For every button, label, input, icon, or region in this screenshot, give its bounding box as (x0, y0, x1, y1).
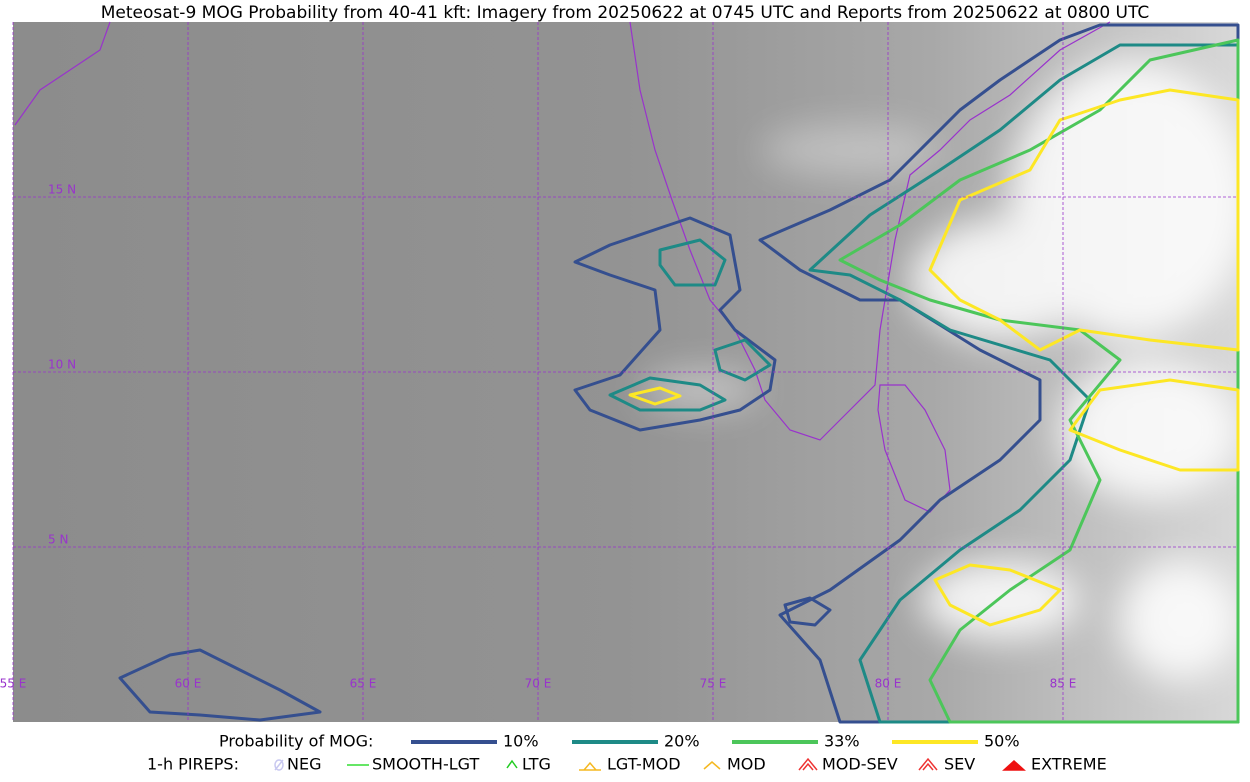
legend-heading: Probability of MOG: (219, 732, 373, 751)
legend-label: LGT-MOD (607, 755, 681, 774)
legend-label: NEG (287, 755, 321, 774)
legend-label: SEV (944, 755, 975, 774)
lon-label: 80 E (875, 677, 902, 691)
lat-label: 5 N (48, 533, 68, 547)
lat-label: 15 N (48, 183, 76, 197)
legend-heading: 1-h PIREPS: (147, 755, 239, 774)
legend-label: 50% (984, 732, 1020, 751)
lat-label: 10 N (48, 358, 76, 372)
pirep-icon (506, 759, 518, 769)
legend-label: EXTREME (1031, 755, 1107, 774)
pirep-icon (274, 759, 284, 771)
pirep-icon (918, 757, 938, 771)
lon-label: 85 E (1050, 677, 1077, 691)
legend-label: 33% (824, 732, 860, 751)
legend-label: MOD-SEV (822, 755, 898, 774)
legend-label: 20% (664, 732, 700, 751)
graticule: 55 E 60 E 65 E 70 E 75 E 80 E 85 E 15 N 10 N 5 N (0, 22, 1238, 722)
lon-label: 55 E (0, 677, 26, 691)
pirep-icon (703, 761, 721, 770)
pirep-icon (1002, 759, 1026, 771)
legend-label: SMOOTH-LGT (372, 755, 479, 774)
title: Meteosat-9 MOG Probability from 40-41 kf… (101, 3, 1150, 23)
lon-label: 70 E (525, 677, 552, 691)
lon-label: 65 E (350, 677, 377, 691)
lon-label: 75 E (700, 677, 727, 691)
legend: Probability of MOG: 10% 20% 33% 50% 1-h PIREP… (147, 732, 1107, 774)
legend-label: MOD (727, 755, 766, 774)
pirep-icon (798, 757, 818, 771)
mog-contours (118, 23, 1240, 724)
legend-label: LTG (522, 755, 551, 774)
legend-label: 10% (503, 732, 539, 751)
pirep-icon (579, 761, 601, 771)
lon-label: 60 E (175, 677, 202, 691)
